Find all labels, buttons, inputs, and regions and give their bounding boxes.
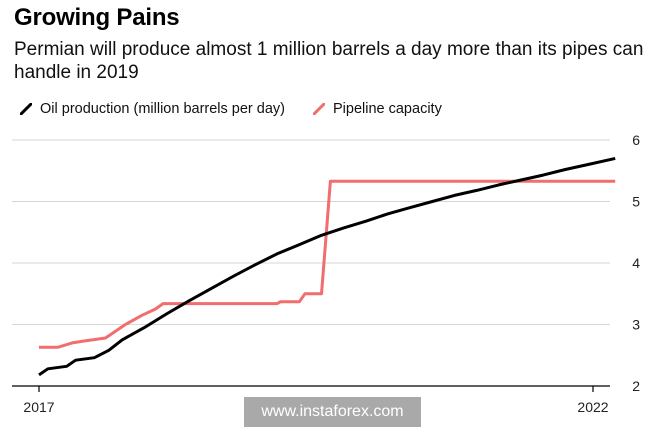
y-tick-label-6: 6 — [632, 132, 640, 148]
legend-label-pipeline-capacity: Pipeline capacity — [333, 101, 442, 117]
y-tick-label-2: 2 — [632, 378, 640, 394]
y-tick-label-4: 4 — [632, 255, 640, 271]
y-tick-label-3: 3 — [632, 317, 640, 333]
legend-swatch-oil-production — [20, 103, 32, 115]
legend-item-pipeline-capacity: Pipeline capacity — [313, 101, 442, 117]
x-tick-label-2022: 2022 — [577, 399, 608, 415]
legend-label-oil-production: Oil production (million barrels per day) — [40, 101, 285, 117]
x-tick-label-2017: 2017 — [23, 399, 54, 415]
series-line-pipeline-capacity — [39, 179, 616, 349]
watermark: www.instaforex.com — [244, 397, 421, 427]
series-line-oil-production — [38, 156, 616, 377]
legend-item-oil-production: Oil production (million barrels per day) — [20, 101, 285, 117]
chart-legend: Oil production (million barrels per day)… — [20, 99, 470, 119]
chart-title: Growing Pains — [14, 4, 180, 31]
legend-swatch-pipeline-capacity — [313, 103, 325, 115]
chart-subtitle: Permian will produce almost 1 million ba… — [14, 39, 644, 83]
y-tick-label-5: 5 — [632, 194, 640, 210]
